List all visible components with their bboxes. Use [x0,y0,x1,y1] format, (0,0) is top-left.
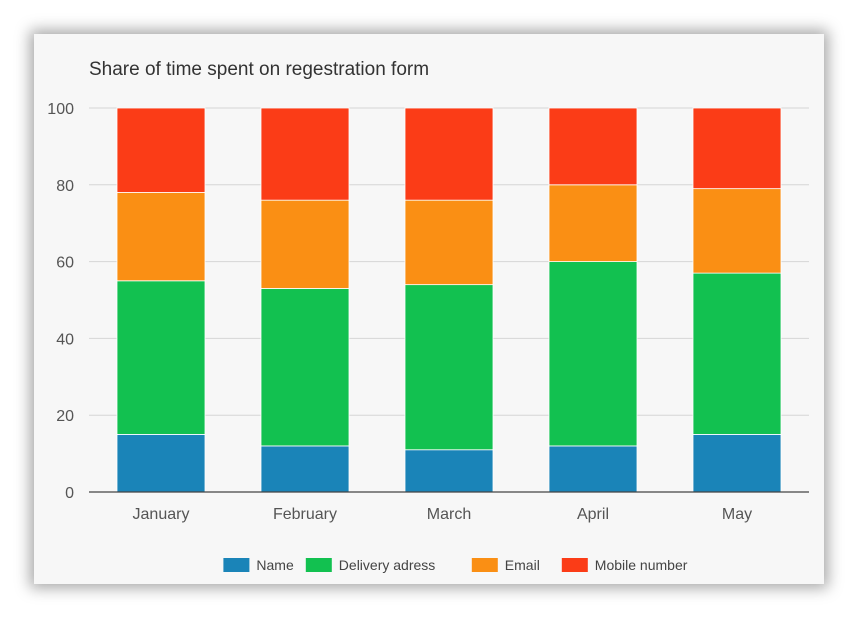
legend: Name Delivery adress Email Mobile number [223,557,688,573]
x-axis-ticks: January February March April May [133,506,753,523]
legend-swatch [305,558,332,572]
bar-segment [260,107,350,201]
bar-segment [404,107,494,201]
x-tick-label: January [133,506,190,523]
bars [116,107,782,493]
x-tick-label: May [722,506,752,523]
legend-label: Delivery adress [339,557,435,573]
bar-segment [116,192,206,282]
bar-segment [404,449,494,493]
legend-swatch [471,558,498,572]
chart-card: Share of time spent on regestration form… [34,34,824,584]
y-tick-label: 40 [56,331,74,348]
bar-segment [404,284,494,451]
bar-segment [548,261,638,447]
bar-segment [116,107,206,193]
legend-swatch [223,558,250,572]
y-tick-label: 100 [47,101,74,118]
legend-label: Email [505,557,540,573]
bar-segment [260,288,350,447]
bar-segment [548,184,638,263]
bar-segment [116,280,206,435]
bar-segment [548,107,638,186]
bar-segment [692,107,782,190]
y-tick-label: 0 [65,485,74,502]
y-tick-label: 60 [56,255,74,272]
y-axis-ticks: 0 20 40 60 80 100 [47,101,74,502]
x-tick-label: April [577,506,609,523]
chart-title: Share of time spent on regestration form [89,59,429,80]
bar-segment [692,272,782,435]
bar-segment [404,199,494,286]
stacked-bar-chart: Share of time spent on regestration form… [47,59,809,573]
x-tick-label: February [273,506,337,523]
bar-segment [692,188,782,274]
bar-segment [260,199,350,289]
bar-segment [116,433,206,493]
legend-swatch [561,558,588,572]
y-tick-label: 20 [56,408,74,425]
bar-segment [692,433,782,493]
y-tick-label: 80 [56,178,74,195]
x-tick-label: March [427,506,471,523]
legend-label: Name [256,557,294,573]
bar-segment [548,445,638,493]
bar-segment [260,445,350,493]
legend-label: Mobile number [595,557,688,573]
